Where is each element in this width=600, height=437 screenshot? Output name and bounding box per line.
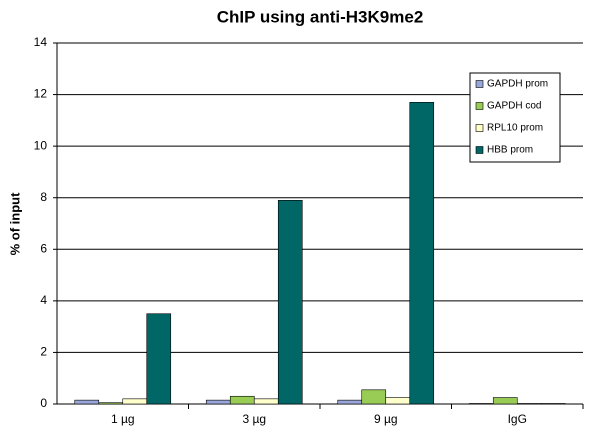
x-tick-label: 1 µg: [111, 412, 135, 426]
bar: [516, 403, 542, 405]
x-tick-label: 9 µg: [374, 412, 398, 426]
bar: [74, 399, 100, 405]
legend-label: GAPDH cod: [487, 101, 541, 112]
y-tick-label: 6: [40, 241, 47, 255]
y-tick-label: 0: [40, 396, 47, 410]
bar: [98, 402, 124, 405]
bar: [385, 397, 411, 405]
bar: [540, 403, 566, 405]
x-tick-label: IgG: [508, 412, 527, 426]
bar: [146, 313, 172, 405]
legend-box: [469, 72, 561, 163]
bar: [122, 398, 148, 405]
y-tick-label: 14: [34, 35, 48, 49]
bar: [468, 403, 494, 405]
bar: [229, 395, 255, 405]
bar: [337, 399, 363, 405]
bar: [205, 399, 231, 405]
chart-title: ChIP using anti-H3K9me2: [217, 7, 424, 26]
y-axis-label: % of input: [7, 192, 22, 255]
x-tick-label: 3 µg: [242, 412, 266, 426]
legend-label: GAPDH prom: [487, 79, 548, 90]
legend-label: HBB prom: [487, 145, 533, 156]
bar: [492, 397, 518, 405]
bar: [253, 398, 279, 405]
y-tick-label: 8: [40, 190, 47, 204]
legend-swatch: [475, 102, 484, 110]
y-tick-label: 4: [40, 293, 47, 307]
bar: [361, 389, 387, 405]
legend-swatch: [475, 146, 484, 154]
legend-label: RPL10 prom: [487, 123, 543, 134]
legend-swatch: [475, 124, 484, 132]
y-tick-label: 2: [40, 345, 47, 359]
bar: [277, 199, 303, 405]
bar: [409, 102, 435, 405]
y-tick-label: 12: [34, 87, 48, 101]
y-tick-label: 10: [34, 138, 48, 152]
legend-swatch: [475, 80, 484, 88]
